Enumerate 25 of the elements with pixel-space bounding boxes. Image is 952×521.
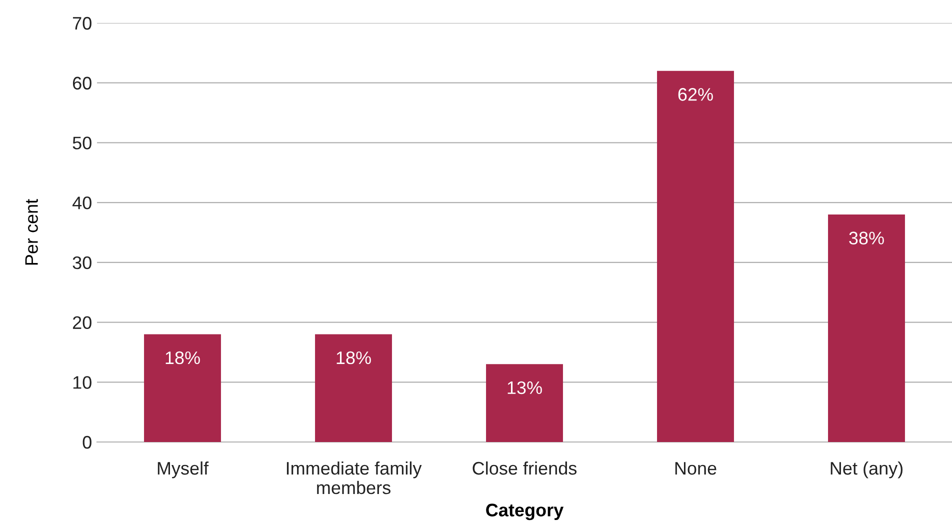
x-tick-label: Net (any): [830, 461, 903, 478]
bar: [657, 70, 734, 442]
x-tick-label: Myself: [158, 461, 209, 478]
y-tick-label: 30: [72, 256, 92, 270]
y-tick-label: 60: [72, 76, 92, 90]
data-label: 18%: [166, 351, 200, 364]
y-tick-label: 20: [72, 316, 92, 330]
y-tick-label: 70: [72, 16, 92, 30]
bar: [315, 334, 392, 442]
y-tick-label: 40: [72, 196, 92, 210]
y-tick-label: 10: [73, 376, 92, 389]
bar: [828, 214, 905, 442]
y-tick-label: 50: [72, 136, 92, 150]
bar: [144, 334, 221, 442]
data-label: 13%: [508, 381, 542, 394]
y-tick-label: 0: [82, 436, 92, 449]
y-axis-title: Per cent: [25, 199, 38, 265]
data-label: 18%: [336, 351, 371, 364]
x-tick-label: Immediate family members: [286, 461, 422, 494]
data-label: 62%: [678, 88, 713, 101]
x-tick-label: Close friends: [472, 461, 577, 475]
x-tick-label: None: [675, 462, 716, 475]
x-axis-title: Category: [486, 504, 564, 520]
bar: [486, 364, 563, 442]
data-label: 38%: [849, 232, 884, 244]
